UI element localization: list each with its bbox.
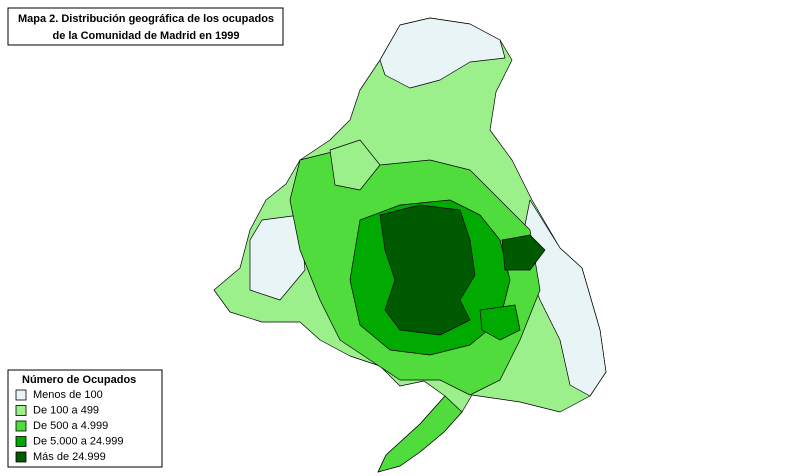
map xyxy=(213,17,607,473)
legend-label: De 100 a 499 xyxy=(33,404,99,416)
legend-swatch xyxy=(15,405,27,416)
legend-frame xyxy=(7,369,163,468)
legend-label: De 500 a 4.999 xyxy=(33,420,108,432)
region xyxy=(379,17,506,89)
title-frame xyxy=(7,7,284,46)
legend-label: De 5.000 a 24.999 xyxy=(33,435,124,447)
legend-swatch xyxy=(15,420,27,432)
region xyxy=(329,139,381,191)
title-line: Mapa 2. Distribución geográfica de los o… xyxy=(18,13,274,25)
legend-label: Menos de 100 xyxy=(33,389,103,401)
legend-swatch xyxy=(15,436,27,447)
region xyxy=(479,304,521,341)
region xyxy=(501,234,546,271)
region xyxy=(379,204,476,336)
legend-label: Más de 24.999 xyxy=(33,451,106,463)
legend-swatch xyxy=(15,451,27,463)
legend: Número de Ocupados Menos de 100 De 100 a … xyxy=(7,369,163,468)
title-line: de la Comunidad de Madrid en 1999 xyxy=(52,30,239,42)
title-box: Mapa 2. Distribución geográfica de los o… xyxy=(7,7,284,46)
legend-swatch xyxy=(15,389,27,401)
legend-title: Número de Ocupados xyxy=(22,374,136,386)
region xyxy=(377,395,463,473)
